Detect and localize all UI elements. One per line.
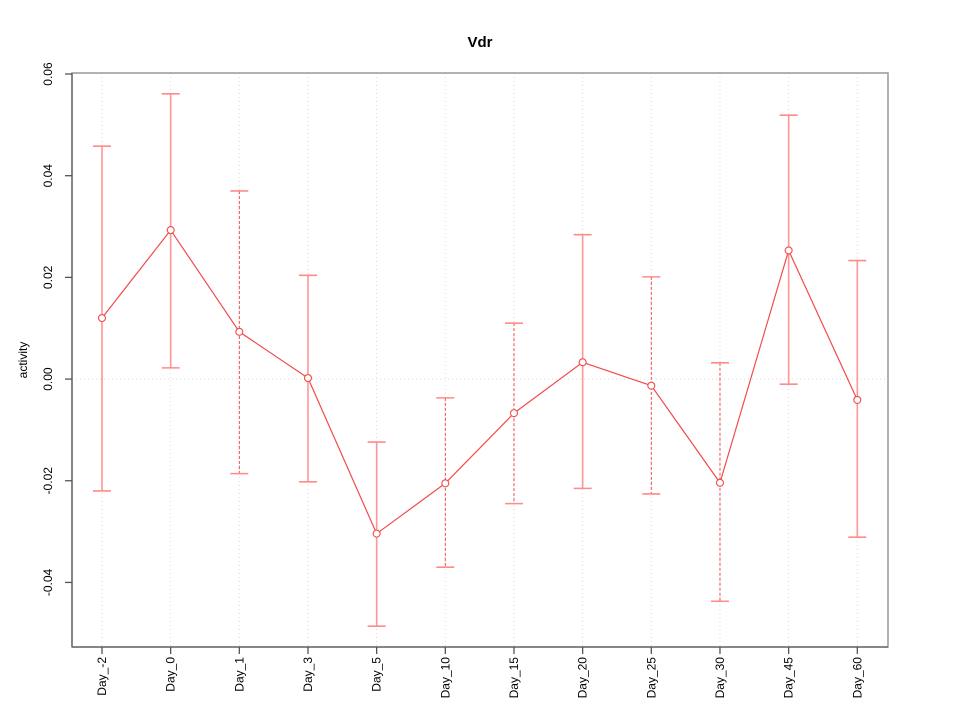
x-tick-label: Day_60	[850, 657, 864, 699]
x-tick-label: Day_20	[576, 657, 590, 699]
y-axis-label: activity	[16, 342, 30, 379]
y-tick-label: -0.02	[41, 467, 55, 495]
ticks-layer: -0.04 -0.02 0.00 0.02 0.04 0.06 Day_-2 Day_0 Day…	[41, 62, 864, 698]
y-tick-label: 0.06	[41, 62, 55, 86]
frame-layer	[71, 72, 889, 648]
data-point-marker	[441, 479, 450, 488]
x-tick-label: Day_30	[713, 657, 727, 699]
y-tick-label: 0.04	[41, 164, 55, 188]
data-point-marker	[97, 314, 107, 323]
x-tick-label: Day_10	[438, 657, 452, 699]
data-line	[101, 229, 858, 535]
data-point-marker	[509, 409, 519, 418]
y-tick-label: -0.04	[41, 568, 55, 596]
data-point-marker	[166, 226, 175, 235]
y-tick-label: 0.02	[41, 265, 55, 289]
x-tick-label: Day_-2	[95, 657, 109, 696]
x-tick-label: Day_5	[370, 657, 384, 692]
data-point-marker	[235, 327, 244, 336]
data-point-marker	[715, 478, 725, 487]
x-tick-label: Day_45	[782, 657, 796, 699]
x-tick-label: Day_0	[164, 657, 178, 692]
data-point-marker	[784, 246, 793, 255]
data-point-marker	[303, 373, 313, 383]
chart-title: Vdr	[467, 34, 492, 51]
data-point-marker	[578, 358, 587, 367]
plot-frame	[71, 72, 889, 648]
x-tick-label: Day_15	[507, 657, 521, 699]
y-tick-label: 0.00	[41, 367, 55, 391]
x-tick-label: Day_3	[301, 657, 315, 692]
data-point-marker	[853, 395, 862, 404]
data-layer	[93, 93, 867, 627]
x-tick-label: Day_25	[644, 657, 658, 699]
x-tick-label: Day_1	[232, 657, 246, 692]
data-point-marker	[372, 529, 381, 538]
data-point-marker	[647, 381, 656, 390]
grid-layer	[72, 73, 888, 647]
